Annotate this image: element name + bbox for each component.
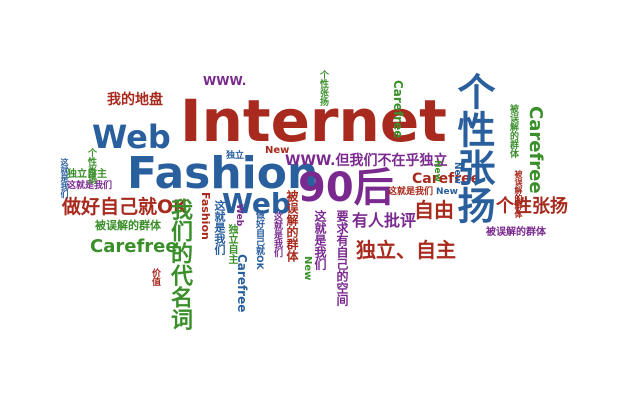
word-90hou: 90后 (298, 165, 394, 211)
word-ziyou: 自由 (414, 198, 454, 222)
word-gexing-zhangyang: 个性张扬 (451, 72, 495, 224)
word-www-mid: WWW.但我们不在乎独立 (285, 153, 448, 169)
word-wode-dipan: 我的地盘 (107, 92, 163, 108)
word-gexing-small: 个性张扬 (496, 196, 568, 217)
word-zuohao-ok: 做好自己就OK (62, 196, 188, 218)
word-bei-wujie-3: 被误解的群体 (508, 104, 518, 158)
word-web-mid: Web (222, 187, 291, 220)
word-zhe-jiushi-3: 这就是我们 (313, 210, 327, 270)
word-carefree-right: Carefree (525, 106, 546, 194)
word-carefree-top: Carefree (391, 80, 405, 139)
word-new-v: New (302, 256, 313, 281)
word-gexing-zhangyang-v: 个性张扬 (86, 148, 96, 184)
word-new-5: New (452, 162, 462, 184)
word-new-2: New (436, 187, 458, 197)
word-bei-wujie-2: 被误解的群体 (486, 227, 546, 238)
word-new-4: New (432, 160, 442, 182)
word-duli-zizhu: 独立、自主 (356, 238, 456, 262)
word-zhe-jiushi-1: 这就是我们 (388, 187, 434, 197)
word-gexing-small-v: 个性张扬 (318, 70, 328, 106)
word-web-v: Web (234, 204, 244, 227)
word-zhe-jiushi-2: 这就是我们 (67, 181, 113, 191)
word-duli-zizhu-v: 独立自主 (226, 224, 237, 264)
word-www-top: WWW. (203, 74, 247, 88)
word-youren-pingping: 有人批评 (352, 211, 417, 230)
word-web: Web (92, 118, 171, 156)
word-fashion: Fashion (127, 148, 319, 199)
word-internet: Internet (180, 87, 447, 155)
word-carefree-mid: Carefree (412, 171, 481, 187)
word-bei-wujie-4: 被误解的群体 (285, 190, 299, 262)
word-kongjian-v: 这就是我们 (60, 158, 69, 198)
word-carefree-vert: Carefree (235, 254, 249, 313)
word-bei-wujie-v: 被误解的群体 (514, 170, 523, 218)
word-duli-zizhu-small: 独立自主 (67, 169, 107, 180)
word-new-1: New (265, 145, 290, 156)
word-zhe-jiushi-4: 这就是我们 (213, 200, 226, 255)
word-bei-wujie-1: 被误解的群体 (95, 219, 161, 232)
word-zuohao-ziji-v: 做好自己就OK (254, 210, 264, 270)
word-jia-zhi: 价值 (150, 268, 160, 286)
word-women-daiming: 我们的代名词 (167, 198, 192, 330)
word-duli: 独立 (226, 151, 245, 161)
word-fashion-v: Fashion (199, 192, 212, 240)
word-carefree-left: Carefree (90, 236, 178, 257)
word-yaoqiu-ziji: 要求有自己的空间 (335, 210, 349, 306)
word-zhe-jiushi-5: 这就是我们 (272, 212, 282, 257)
